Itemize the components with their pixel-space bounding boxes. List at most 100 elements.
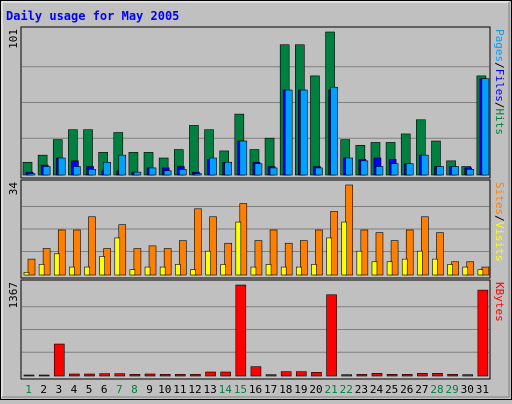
x-tick-label-day-17: 17 (264, 383, 277, 396)
bar-hits-8 (128, 152, 139, 176)
bar-sites-13 (205, 250, 211, 276)
x-tick-label-day-25: 25 (385, 383, 398, 396)
bar-hits-20 (310, 75, 320, 176)
bar-visits-1 (27, 258, 36, 276)
bar-sites-15 (235, 221, 242, 276)
x-tick-label-day-31: 31 (476, 383, 489, 396)
side-label-part: / (493, 62, 506, 69)
x-tick-label-day-8: 8 (131, 383, 138, 396)
side-label-part: Hits (493, 109, 506, 136)
bar-kbytes-19 (296, 371, 307, 377)
x-tick-label-day-1: 1 (25, 383, 32, 396)
bar-pages-15 (239, 140, 248, 176)
x-tick-label-day-5: 5 (86, 383, 93, 396)
bar-sites-12 (190, 269, 196, 276)
bar-pages-31 (481, 78, 490, 176)
bar-kbytes-10 (159, 374, 171, 377)
x-tick-label-day-23: 23 (355, 383, 368, 396)
x-tick-label-day-20: 20 (309, 383, 322, 396)
bar-pages-22 (345, 157, 354, 176)
bar-visits-4 (73, 229, 81, 276)
bar-kbytes-24 (371, 373, 383, 377)
bar-kbytes-25 (386, 374, 398, 377)
side-label-part: / (493, 215, 506, 222)
bar-sites-24 (371, 261, 378, 276)
x-tick-label-day-19: 19 (294, 383, 307, 396)
bar-kbytes-14 (220, 371, 231, 377)
bar-kbytes-2 (38, 374, 50, 377)
bar-sites-3 (53, 253, 60, 276)
bar-kbytes-13 (205, 371, 216, 377)
bar-pages-24 (375, 166, 384, 176)
bar-pages-1 (27, 173, 36, 176)
x-tick-label-day-14: 14 (219, 383, 233, 396)
bar-kbytes-21 (326, 294, 337, 377)
x-tick-label-day-30: 30 (461, 383, 474, 396)
panel-kbytes-max-label: 1367 (7, 282, 20, 309)
bar-kbytes-26 (401, 374, 413, 377)
x-tick-label-day-26: 26 (400, 383, 413, 396)
bar-pages-4 (73, 166, 81, 176)
side-label-part: Visits (493, 222, 506, 262)
bar-visits-25 (390, 240, 399, 276)
bar-visits-5 (88, 216, 96, 276)
bar-pages-29 (451, 166, 459, 176)
x-tick-label-day-21: 21 (325, 383, 338, 396)
bar-kbytes-12 (190, 374, 201, 377)
bar-sites-4 (69, 266, 75, 276)
bar-visits-17 (269, 229, 278, 276)
bar-visits-19 (300, 240, 308, 276)
bar-sites-1 (23, 272, 30, 276)
bar-kbytes-22 (341, 374, 353, 377)
bar-kbytes-4 (69, 373, 80, 377)
bar-visits-9 (148, 245, 157, 276)
bar-pages-30 (466, 169, 475, 176)
x-tick-label-day-24: 24 (370, 383, 384, 396)
side-label-part: Files (493, 69, 506, 102)
bar-pages-7 (118, 154, 127, 176)
bar-visits-2 (42, 248, 51, 276)
bar-visits-24 (375, 232, 384, 276)
bar-sites-18 (280, 266, 287, 276)
bar-kbytes-8 (129, 374, 141, 377)
bar-sites-17 (265, 264, 272, 276)
bar-pages-18 (284, 89, 293, 176)
bar-visits-20 (315, 229, 323, 276)
bar-kbytes-20 (311, 372, 322, 377)
bar-pages-27 (421, 154, 429, 176)
bar-sites-26 (401, 258, 408, 276)
bar-sites-30 (462, 266, 469, 276)
x-tick-label-day-10: 10 (158, 383, 171, 396)
bar-sites-28 (432, 258, 438, 276)
bar-visits-26 (405, 229, 414, 276)
bar-pages-21 (330, 86, 338, 176)
bar-kbytes-15 (235, 284, 247, 377)
bar-sites-23 (356, 250, 363, 276)
bar-pages-3 (57, 157, 66, 176)
bar-kbytes-31 (477, 289, 489, 377)
panel-hits-side-label: Pages/Files/Hits (493, 29, 506, 135)
panel-kbytes-side-label: KBytes (493, 282, 506, 322)
x-tick-label-day-11: 11 (173, 383, 186, 396)
x-tick-label-day-2: 2 (40, 383, 47, 396)
side-label-part: Pages (493, 29, 506, 62)
x-tick-label-day-12: 12 (188, 383, 201, 396)
bar-sites-5 (84, 266, 90, 276)
bar-sites-31 (477, 269, 484, 276)
bar-pages-26 (405, 163, 414, 176)
bar-pages-19 (300, 89, 308, 176)
bar-visits-14 (224, 242, 232, 276)
x-tick-label-day-18: 18 (279, 383, 292, 396)
bar-kbytes-5 (84, 373, 95, 377)
bar-sites-11 (174, 264, 181, 276)
side-label-part: KBytes (493, 282, 506, 322)
bar-pages-25 (390, 163, 399, 176)
bar-pages-5 (88, 169, 96, 176)
frame-shadow (2, 2, 510, 398)
bar-pages-2 (42, 166, 51, 176)
chart-title: Daily usage for May 2005 (6, 9, 179, 23)
x-tick-label-day-13: 13 (203, 383, 216, 396)
bar-kbytes-9 (144, 373, 156, 377)
side-label-part: / (493, 102, 506, 109)
